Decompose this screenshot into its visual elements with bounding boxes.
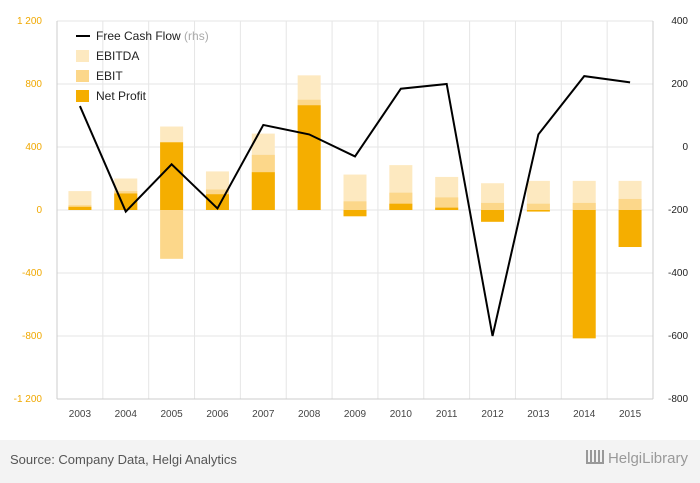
bar-ebit-2009	[343, 201, 367, 210]
line-free-cash-flow	[79, 75, 631, 337]
left-tick-label: 0	[36, 205, 42, 216]
bar-net-profit-2012	[481, 210, 505, 222]
bar-net-profit-2009	[343, 210, 367, 217]
left-tick-label: -800	[22, 331, 42, 342]
legend-swatch-ebitda	[76, 50, 89, 62]
right-tick-label: -400	[668, 268, 688, 279]
left-tick-label: 400	[25, 142, 42, 153]
x-tick-label: 2006	[206, 409, 229, 420]
bar-ebit-2014	[572, 202, 596, 210]
bar-net-profit-2015	[618, 210, 642, 248]
right-tick-label: 400	[671, 16, 688, 27]
combo-chart: 1 200 800 400 0 -400 -800 -1 200 400 200 0 -200 -4…	[14, 16, 689, 420]
legend-label-ebit: EBIT	[96, 69, 123, 83]
bar-net-profit-2010	[389, 203, 413, 210]
axes-group	[56, 21, 654, 400]
left-tick-label: 800	[25, 79, 42, 90]
left-tick-label: -1 200	[14, 394, 43, 405]
legend-swatch-net-profit	[76, 90, 89, 102]
brand-logo: HelgiLibrary	[585, 450, 688, 467]
source-text: Source: Company Data, Helgi Analytics	[10, 452, 237, 467]
bar-ebit-2013	[526, 203, 550, 210]
x-tick-label: 2009	[344, 409, 367, 420]
x-tick-label: 2008	[298, 409, 321, 420]
fcf-line-group	[79, 75, 631, 337]
bar-ebit-2005	[160, 210, 184, 259]
left-tick-label: 1 200	[17, 16, 42, 27]
right-axis-ticks: 400 200 0 -200 -400 -600 -800	[668, 16, 688, 405]
right-tick-label: -600	[668, 331, 688, 342]
x-tick-label: 2007	[252, 409, 275, 420]
x-tick-label: 2003	[69, 409, 92, 420]
x-tick-label: 2014	[573, 409, 596, 420]
legend: Free Cash Flow (rhs) EBITDA EBIT Net Profit	[76, 29, 209, 103]
bar-net-profit-2013	[526, 210, 550, 212]
x-tick-label: 2004	[115, 409, 138, 420]
bar-net-profit-2003	[68, 206, 92, 210]
bar-net-profit-2014	[572, 210, 596, 339]
right-tick-label: -200	[668, 205, 688, 216]
library-icon	[585, 450, 604, 464]
bar-net-profit-2008	[297, 105, 321, 210]
bar-net-profit-2005	[160, 142, 184, 210]
footer: Source: Company Data, Helgi Analytics He…	[0, 440, 700, 483]
bars-group	[68, 75, 642, 339]
x-tick-label: 2005	[160, 409, 183, 420]
legend-label-net-profit: Net Profit	[96, 89, 147, 103]
x-tick-label: 2010	[390, 409, 413, 420]
legend-rhs-suffix: (rhs)	[181, 29, 209, 43]
bar-ebit-2015	[618, 198, 642, 210]
bar-net-profit-2004	[114, 193, 138, 210]
right-tick-label: 200	[671, 79, 688, 90]
legend-swatch-ebit	[76, 70, 89, 82]
left-tick-label: -400	[22, 268, 42, 279]
bar-ebitda-2014	[572, 180, 596, 210]
legend-label-ebitda: EBITDA	[96, 49, 139, 63]
legend-label-free-cash-flow: Free Cash Flow (rhs)	[96, 29, 209, 43]
bar-ebitda-2013	[526, 180, 550, 210]
bar-ebit-2011	[435, 197, 459, 210]
bar-ebit-2012	[481, 202, 505, 210]
bar-net-profit-2011	[435, 207, 459, 210]
x-tick-label: 2015	[619, 409, 642, 420]
left-axis-ticks: 1 200 800 400 0 -400 -800 -1 200	[14, 16, 43, 405]
right-tick-label: 0	[682, 142, 688, 153]
x-tick-label: 2013	[527, 409, 550, 420]
gridlines	[56, 20, 654, 400]
bar-net-profit-2007	[251, 172, 275, 210]
x-axis-ticks: 2003 2004 2005 2006 2007 2008 2009 2010 2011 2012…	[69, 409, 642, 420]
bar-ebitda-2009	[343, 174, 367, 210]
brand-text: HelgiLibrary	[607, 450, 688, 467]
right-tick-label: -800	[668, 394, 688, 405]
x-tick-label: 2011	[436, 409, 458, 420]
x-tick-label: 2012	[481, 409, 504, 420]
